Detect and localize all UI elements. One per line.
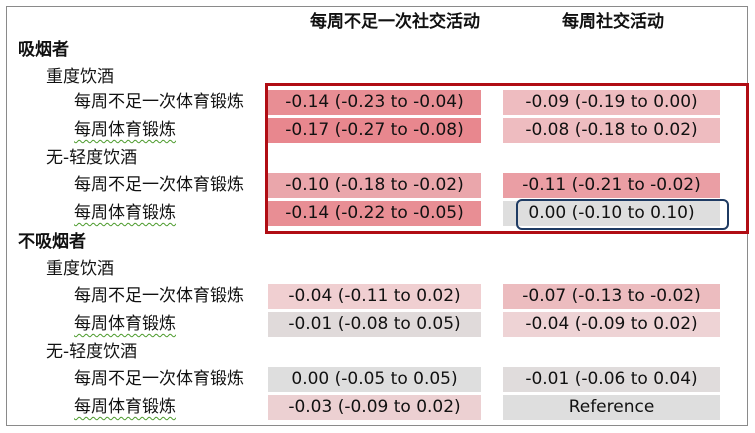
row-label-smokers-heavy-pa: 每周体育锻炼 [74, 120, 176, 140]
cell-nonsmokers-heavy-low-pa-col-a: -0.04 (-0.11 to 0.02) [268, 284, 481, 309]
row-label-nonsmokers-heavy-low-pa: 每周不足一次体育锻炼 [74, 286, 244, 306]
highlight-box-null-effect [516, 199, 729, 230]
column-header-less-than-weekly-social: 每周不足一次社交活动 [310, 12, 480, 32]
row-label-smokers-heavy-low-pa: 每周不足一次体育锻炼 [74, 92, 244, 112]
cell-smokers-light-low-pa-col-a: -0.10 (-0.18 to -0.02) [268, 173, 481, 198]
subgroup-label-nonsmokers-light: 无-轻度饮酒 [46, 342, 138, 362]
subgroup-label-smokers-heavy: 重度饮酒 [46, 67, 114, 87]
cell-smokers-heavy-pa-col-b: -0.08 (-0.18 to 0.02) [503, 118, 720, 143]
row-label-smokers-light-pa: 每周体育锻炼 [74, 203, 176, 223]
cell-nonsmokers-light-pa-col-a: -0.03 (-0.09 to 0.02) [268, 395, 481, 420]
cell-smokers-light-pa-col-b: 0.00 (-0.10 to 0.10) [503, 201, 720, 226]
column-header-weekly-social: 每周社交活动 [562, 12, 664, 32]
cell-smokers-light-low-pa-col-b: -0.11 (-0.21 to -0.02) [503, 173, 720, 198]
row-label-nonsmokers-light-low-pa: 每周不足一次体育锻炼 [74, 369, 244, 389]
subgroup-label-nonsmokers-heavy: 重度饮酒 [46, 259, 114, 279]
cell-nonsmokers-heavy-pa-col-a: -0.01 (-0.08 to 0.05) [268, 312, 481, 337]
row-label-nonsmokers-light-pa: 每周体育锻炼 [74, 397, 176, 417]
cell-smokers-heavy-low-pa-col-b: -0.09 (-0.19 to 0.00) [503, 90, 720, 115]
group-label-nonsmokers: 不吸烟者 [18, 232, 86, 252]
cell-nonsmokers-heavy-low-pa-col-b: -0.07 (-0.13 to -0.02) [503, 284, 720, 309]
row-label-nonsmokers-heavy-pa: 每周体育锻炼 [74, 314, 176, 334]
cell-nonsmokers-light-low-pa-col-a: 0.00 (-0.05 to 0.05) [268, 367, 481, 392]
cell-nonsmokers-light-pa-reference: Reference [503, 395, 720, 420]
cell-smokers-heavy-pa-col-a: -0.17 (-0.27 to -0.08) [268, 118, 481, 143]
cell-nonsmokers-heavy-pa-col-b: -0.04 (-0.09 to 0.02) [503, 312, 720, 337]
cell-smokers-heavy-low-pa-col-a: -0.14 (-0.23 to -0.04) [268, 90, 481, 115]
cell-smokers-light-pa-col-a: -0.14 (-0.22 to -0.05) [268, 201, 481, 226]
highlight-box-smokers [265, 83, 749, 234]
subgroup-label-smokers-light: 无-轻度饮酒 [46, 148, 138, 168]
cell-nonsmokers-light-low-pa-col-b: -0.01 (-0.06 to 0.04) [503, 367, 720, 392]
group-label-smokers: 吸烟者 [18, 40, 69, 60]
row-label-smokers-light-low-pa: 每周不足一次体育锻炼 [74, 175, 244, 195]
